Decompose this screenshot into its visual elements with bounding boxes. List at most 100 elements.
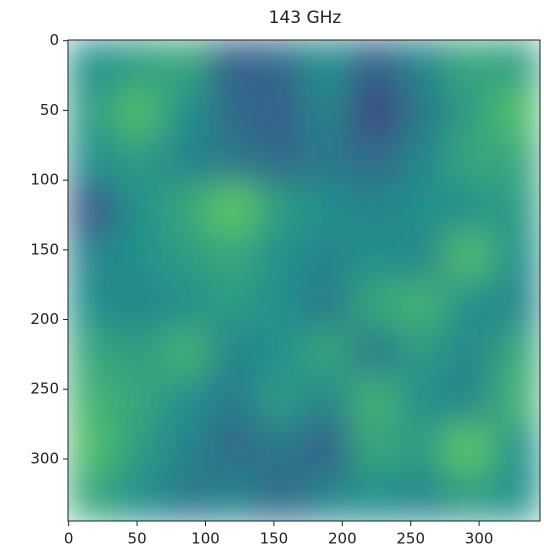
image-cells — [68, 40, 540, 521]
image-cell — [256, 472, 305, 521]
image-cell — [68, 328, 116, 378]
image-cell — [114, 87, 163, 137]
image-cell — [209, 87, 258, 137]
image-cell — [350, 183, 399, 233]
image-cell — [445, 472, 494, 521]
image-cell — [397, 231, 447, 281]
image-cell — [445, 376, 494, 426]
image-cell — [68, 424, 116, 474]
image-cell — [209, 40, 258, 89]
image-cell — [397, 328, 447, 378]
image-cell — [492, 424, 540, 474]
image-cell — [303, 376, 352, 426]
image-cell — [397, 87, 447, 137]
y-tick-label: 0 — [49, 31, 59, 49]
y-tick-label: 300 — [30, 449, 59, 467]
x-tick-label: 200 — [328, 530, 357, 548]
image-cell — [256, 183, 305, 233]
image-cell — [492, 40, 540, 89]
image-cell — [492, 183, 540, 233]
image-cell — [161, 40, 211, 89]
image-cell — [445, 328, 494, 378]
image-cell — [397, 40, 447, 89]
image-cell — [445, 87, 494, 137]
image-cell — [397, 280, 447, 330]
image-cell — [161, 231, 211, 281]
image-cell — [397, 424, 447, 474]
image-cell — [350, 231, 399, 281]
chart-title: 143 GHz — [269, 8, 342, 28]
image-cell — [161, 87, 211, 137]
image-cell — [303, 280, 352, 330]
image-cell — [161, 376, 211, 426]
image-cell — [68, 231, 116, 281]
image-cell — [492, 135, 540, 185]
image-cell — [161, 135, 211, 185]
y-tick-label: 50 — [40, 101, 59, 119]
image-cell — [445, 183, 494, 233]
x-tick-label: 100 — [191, 530, 220, 548]
image-cell — [68, 87, 116, 137]
image-cell — [256, 135, 305, 185]
image-cell — [209, 472, 258, 521]
image-cell — [256, 328, 305, 378]
image-cell — [397, 472, 447, 521]
image-cell — [350, 328, 399, 378]
image-cell — [303, 87, 352, 137]
image-cell — [303, 472, 352, 521]
y-tick-label: 100 — [30, 171, 59, 189]
image-cell — [114, 40, 163, 89]
image-cell — [114, 135, 163, 185]
x-tick-label: 150 — [260, 530, 289, 548]
image-cell — [492, 280, 540, 330]
y-tick-label: 200 — [30, 310, 59, 328]
x-tick-label: 0 — [64, 530, 74, 548]
image-cell — [445, 231, 494, 281]
image-cell — [445, 40, 494, 89]
x-tick-label: 300 — [465, 530, 494, 548]
image-cell — [256, 87, 305, 137]
image-cell — [350, 135, 399, 185]
image-cell — [68, 135, 116, 185]
image-cell — [445, 135, 494, 185]
axes — [63, 39, 541, 526]
image-cell — [492, 328, 540, 378]
image-cell — [303, 328, 352, 378]
image-cell — [256, 280, 305, 330]
image — [68, 40, 540, 521]
image-cell — [303, 231, 352, 281]
image-cell — [161, 328, 211, 378]
image-cell — [161, 183, 211, 233]
image-cell — [350, 280, 399, 330]
image-cell — [445, 280, 494, 330]
image-cell — [114, 328, 163, 378]
image-cell — [209, 424, 258, 474]
image-cell — [256, 40, 305, 89]
image-cell — [492, 231, 540, 281]
image-cell — [256, 231, 305, 281]
image-cell — [114, 376, 163, 426]
image-cell — [114, 472, 163, 521]
image-cell — [303, 183, 352, 233]
image-cell — [492, 376, 540, 426]
plot-frame — [67, 39, 541, 522]
image-cell — [161, 280, 211, 330]
image-cell — [114, 280, 163, 330]
image-cell — [68, 472, 116, 521]
x-tick-label: 50 — [128, 530, 147, 548]
image-cell — [397, 135, 447, 185]
image-cell — [303, 424, 352, 474]
image-cell — [68, 280, 116, 330]
image-cell — [397, 376, 447, 426]
image-cell — [68, 183, 116, 233]
x-tick-label: 250 — [396, 530, 425, 548]
image-cell — [114, 231, 163, 281]
image-cell — [350, 87, 399, 137]
image-cell — [350, 40, 399, 89]
image-cell — [209, 183, 258, 233]
image-cell — [161, 424, 211, 474]
image-cell — [114, 183, 163, 233]
image-cell — [492, 87, 540, 137]
image-cell — [397, 183, 447, 233]
